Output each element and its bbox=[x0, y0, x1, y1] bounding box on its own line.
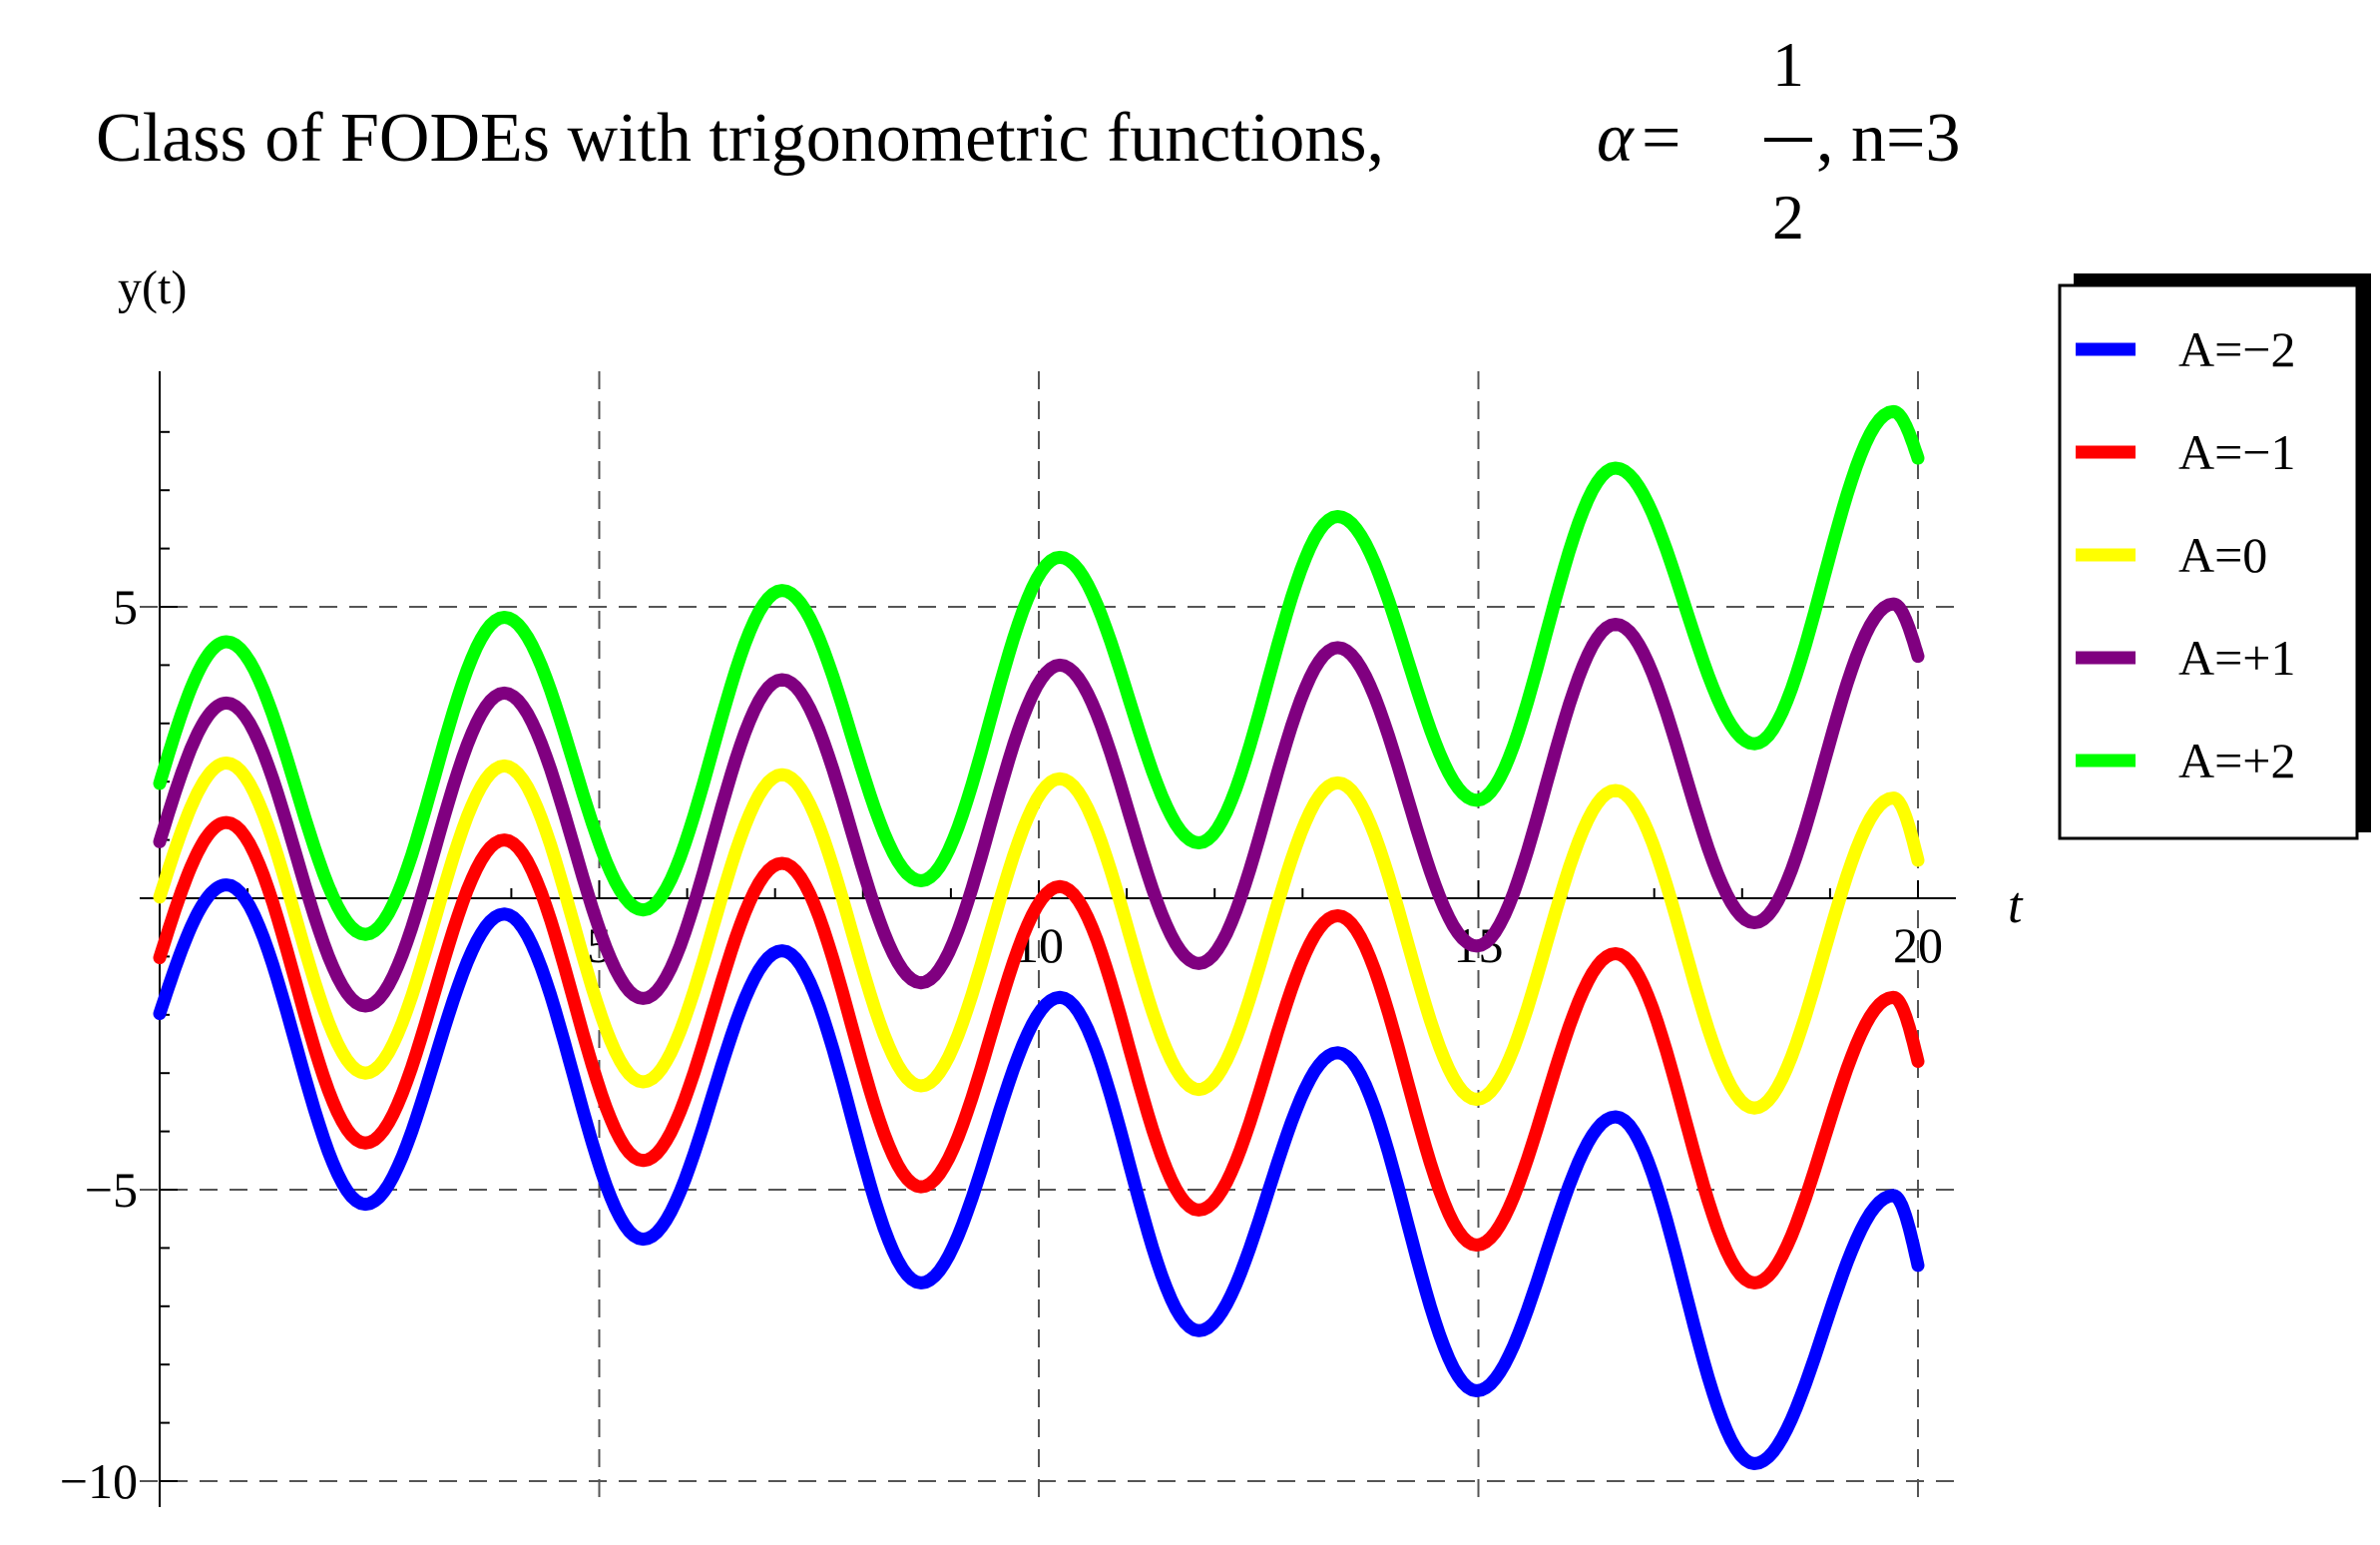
legend-label: A=+2 bbox=[2178, 733, 2296, 788]
y-tick-label: −5 bbox=[85, 1162, 138, 1218]
legend-label: A=+1 bbox=[2178, 630, 2296, 686]
y-tick-label: 5 bbox=[113, 579, 138, 635]
legend-label: A=−1 bbox=[2178, 424, 2296, 480]
legend-box bbox=[2058, 283, 2359, 840]
chart-title: Class of FODEs with trigonometric functi… bbox=[96, 29, 1960, 253]
series-line bbox=[153, 404, 1925, 941]
legend-items: A=−2 A=−1 A=0 A=+1 A=+2 bbox=[2076, 321, 2296, 788]
title-suffix: , n=3 bbox=[1816, 100, 1960, 177]
x-axis-label: t bbox=[2008, 877, 2024, 934]
y-tick-label: −10 bbox=[60, 1453, 138, 1509]
legend: A=−2 A=−1 A=0 A=+1 A=+2 bbox=[2058, 273, 2371, 840]
series-line bbox=[153, 878, 1925, 1470]
title-prefix: Class of FODEs with trigonometric functi… bbox=[96, 100, 1384, 177]
series-line bbox=[153, 815, 1925, 1289]
title-frac-denominator: 2 bbox=[1772, 182, 1804, 253]
legend-label: A=−2 bbox=[2178, 321, 2296, 377]
legend-label: A=0 bbox=[2178, 527, 2267, 583]
title-alpha: α bbox=[1597, 100, 1635, 177]
series-line bbox=[153, 757, 1925, 1115]
title-frac-numerator: 1 bbox=[1772, 29, 1804, 100]
series-lines bbox=[153, 404, 1925, 1470]
series-line bbox=[153, 597, 1925, 1013]
x-tick-label: 20 bbox=[1893, 917, 1943, 973]
y-axis-label: y(t) bbox=[118, 261, 187, 314]
title-equals: = bbox=[1642, 100, 1680, 177]
